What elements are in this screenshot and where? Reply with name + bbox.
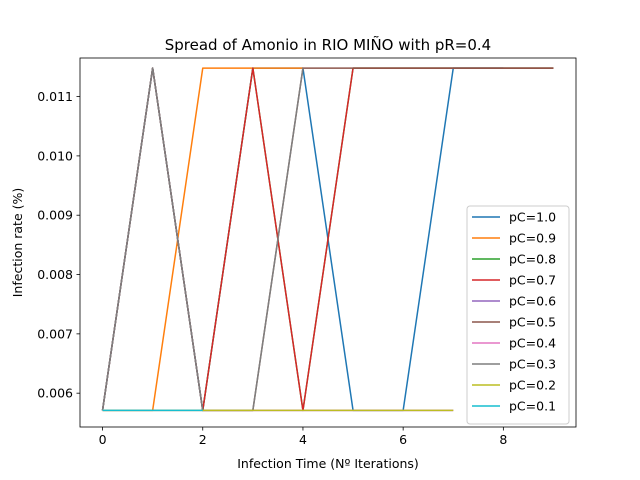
plot-area (101, 67, 554, 412)
y-axis-label: Infection rate (%) (10, 188, 25, 298)
legend-label-2: pC=0.9 (509, 231, 556, 246)
x-tick-label: 2 (199, 432, 207, 447)
legend-label-4: pC=0.7 (509, 273, 556, 288)
legend-label-3: pC=0.8 (509, 252, 556, 267)
y-tick-label: 0.008 (37, 267, 73, 282)
y-tick-label: 0.011 (37, 89, 73, 104)
legend-label-10: pC=0.1 (509, 399, 556, 414)
x-axis-label: Infection Time (Nº Iterations) (237, 456, 419, 471)
axes-frame (79, 57, 577, 428)
y-axis-ticks: 0.006 0.007 0.008 0.009 0.010 0.011 (37, 89, 80, 401)
legend-label-9: pC=0.2 (509, 378, 556, 393)
legend: pC=1.0 pC=0.9 pC=0.8 pC=0.7 pC=0.6 pC=0.5 pC=0… (466, 205, 570, 425)
legend-label-7: pC=0.4 (509, 336, 556, 351)
x-tick-label: 0 (99, 432, 107, 447)
legend-label-5: pC=0.6 (509, 294, 556, 309)
y-tick-label: 0.010 (37, 148, 73, 163)
chart-title: Spread of Amonio in RIO MIÑO with pR=0.4 (165, 35, 491, 54)
x-tick-label: 4 (299, 432, 307, 447)
x-tick-label: 6 (399, 432, 407, 447)
legend-label-1: pC=1.0 (509, 210, 556, 225)
legend-box (466, 205, 570, 425)
y-tick-label: 0.006 (37, 386, 73, 401)
y-tick-label: 0.009 (37, 208, 73, 223)
legend-label-8: pC=0.3 (509, 357, 556, 372)
x-tick-label: 8 (499, 432, 507, 447)
legend-label-6: pC=0.5 (509, 315, 556, 330)
x-axis-ticks: 0 2 4 6 8 (99, 427, 507, 447)
y-tick-label: 0.007 (37, 326, 73, 341)
